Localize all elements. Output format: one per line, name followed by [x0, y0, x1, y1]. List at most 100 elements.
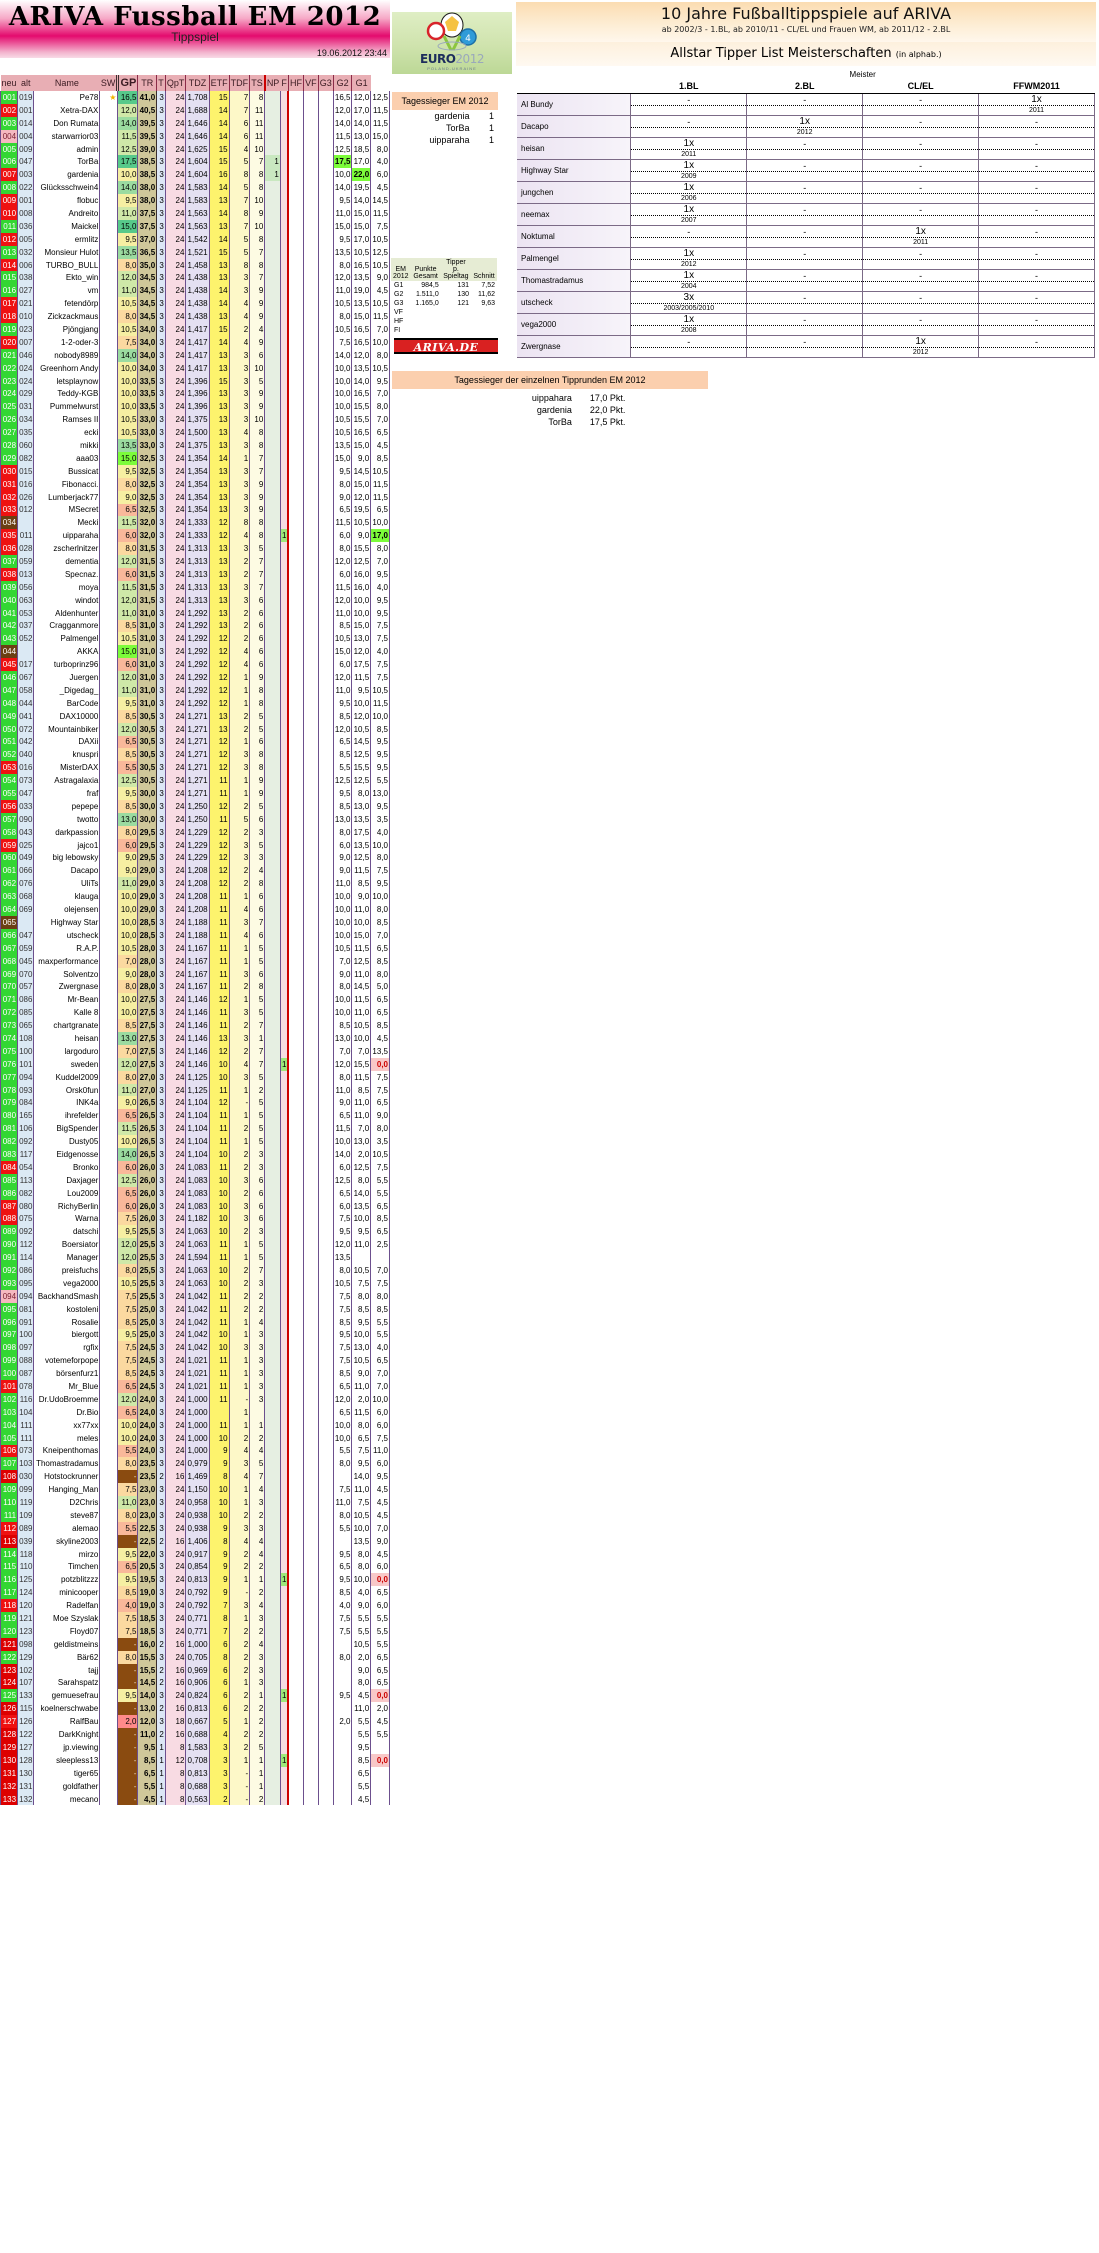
table-row[interactable]: 124 107 Sarahspatz -14,5 2 16 0,906 6 1 3 8,0 6,5 — [0, 1676, 390, 1690]
table-row[interactable]: 087 080 RichyBerlin 6,0 26,0 3 24 1,083 10 3 6 6,0 1… — [0, 1199, 390, 1213]
table-row[interactable]: 033 012 MSecret 6,5 32,5 3 24 1,354 13 3 9 6,5 19,5 6… — [0, 503, 390, 517]
table-row[interactable]: 115 110 Timchen 6,5 20,5 3 24 0,854 9 2 2 6,5 8,0 6,0 — [0, 1560, 390, 1574]
table-row[interactable]: 073 065 chartgranate 8,5 27,5 3 24 1,146 11 2 7 8,5… — [0, 1019, 390, 1033]
col-header-ts[interactable]: TS — [249, 75, 265, 91]
table-row[interactable]: 078 093 Orsk0fun 11,0 27,0 3 24 1,125 11 1 2 11,0 8,… — [0, 1083, 390, 1097]
table-row[interactable]: 128 122 DarkKnight -11,0 2 16 0,688 4 2 2 5,5 5,5 — [0, 1728, 390, 1741]
table-row[interactable]: 065 Highway Star 10,0 28,5 3 24 1,188 11 3 7 10,0 1… — [0, 916, 390, 929]
table-row[interactable]: 120 123 Floyd07 7,5 18,5 3 24 0,771 7 2 2 7,5 5,5 5,5 — [0, 1624, 390, 1638]
table-row[interactable]: 048 044 BarCode 9,5 31,0 3 24 1,292 12 1 8 9,5 10,0 1… — [0, 696, 390, 710]
table-row[interactable]: 113 039 skyline2003-22,5 2 16 1,406 8 4 4 13,5 9,0 — [0, 1534, 390, 1548]
table-row[interactable]: 059 025 jajco1 6,0 29,5 3 24 1,229 12 3 5 6,0 13,5 10… — [0, 838, 390, 852]
table-row[interactable]: 055 047 fraf 9,5 30,0 3 24 1,271 11 1 9 9,5 8,0 13,0 — [0, 787, 390, 800]
table-row[interactable]: 100 087 börsenfurz1 8,5 24,5 3 24 1,021 11 1 3 8,5 9… — [0, 1367, 390, 1381]
table-row[interactable]: 091 114 Manager 12,0 25,5 3 24 1,594 11 1 5 13,5 — [0, 1251, 390, 1265]
table-row[interactable]: 122 129 Bär62 8,0 15,5 3 24 0,705 8 2 3 8,0 2,0 6,5 — [0, 1650, 390, 1664]
table-row[interactable]: 081 106 BigSpender 11,5 26,5 3 24 1,104 11 2 5 11,5… — [0, 1122, 390, 1136]
table-row[interactable]: 092 086 preisfuchs 8,0 25,5 3 24 1,063 10 2 7 8,0 10… — [0, 1264, 390, 1277]
table-row[interactable]: 088 075 Warna 7,5 26,0 3 24 1,182 10 3 6 7,5 10,0 8,5 — [0, 1212, 390, 1226]
table-row[interactable]: 110 119 D2Chris 11,0 23,0 3 24 0,958 10 1 3 11,0 7,5… — [0, 1496, 390, 1509]
col-header-f[interactable]: F — [280, 75, 289, 91]
table-row[interactable]: 041 053 Aldenhunter 11,0 31,0 3 24 1,292 13 2 6 11,… — [0, 606, 390, 620]
col-header-t[interactable]: T — [156, 75, 166, 91]
table-row[interactable]: 072 085 Kalle 8 10,0 27,5 3 24 1,146 11 3 5 10,0 11,… — [0, 1006, 390, 1020]
table-row[interactable]: 094 094 BackhandSmash 7,5 25,5 3 24 1,042 11 2 2 7,… — [0, 1289, 390, 1303]
table-row[interactable]: 067 059 R.A.P. 10,5 28,0 3 24 1,167 11 1 5 10,5 11,5… — [0, 941, 390, 955]
table-row[interactable]: 060 049 big lebowsky 9,0 29,5 3 24 1,229 12 3 3 9,0… — [0, 851, 390, 865]
table-row[interactable]: 099 088 votemeforpope 7,5 24,5 3 24 1,021 11 1 3 7,… — [0, 1354, 390, 1368]
table-row[interactable]: 061 066 Dacapo 9,0 29,0 3 24 1,208 12 2 4 9,0 11,5 7,… — [0, 864, 390, 878]
table-row[interactable]: 054 073 Astragalaxia 12,5 30,5 3 24 1,271 11 1 9 12… — [0, 774, 390, 788]
table-row[interactable]: 129 127 jp.viewing -9,5 1 8 1,583 3 2 5 9,5 — [0, 1741, 390, 1754]
col-header-etf[interactable]: ETF — [208, 75, 230, 91]
table-row[interactable]: 010 008 Andreito 11,0 37,5 3 24 1,563 14 8 9 11,0 15… — [0, 207, 390, 220]
col-header-g3[interactable]: G3 — [317, 75, 334, 91]
table-row[interactable]: 131 130 tiger65-6,5 1 8 0,813 3-1 6,5 — [0, 1766, 390, 1780]
table-row[interactable]: 017 021 fetendörp 10,5 34,5 3 24 1,438 14 4 9 10,5 1… — [0, 297, 390, 311]
col-header-neu[interactable]: neu — [0, 75, 18, 91]
table-row[interactable]: 108 030 Hotstockrunner -23,5 2 16 1,469 8 4 7 14,0… — [0, 1470, 390, 1484]
table-row[interactable]: 002 001 Xetra-DAX 12,0 40,5 3 24 1,688 14 7 11 12,0… — [0, 103, 390, 117]
table-row[interactable]: 052 040 knuspri 8,5 30,5 3 24 1,271 12 3 8 8,5 12,5 9… — [0, 748, 390, 762]
table-row[interactable]: 063 068 klauga 10,0 29,0 3 24 1,208 11 1 6 10,0 9,0 1… — [0, 890, 390, 904]
table-row[interactable]: 015 038 Ekto_win 12,0 34,5 3 24 1,438 13 3 7 12,0 13… — [0, 271, 390, 285]
table-row[interactable]: 004 004 starwarrior03 11,5 39,5 3 24 1,646 14 6 11… — [0, 129, 390, 143]
table-row[interactable]: 084 054 Bronko 6,0 26,0 3 24 1,083 11 2 3 6,0 12,5 7,… — [0, 1160, 390, 1174]
table-row[interactable]: 013 032 Monsieur Hulot 13,5 36,5 3 24 1,521 15 5 7… — [0, 245, 390, 259]
table-row[interactable]: 090 112 Boersiator 12,0 25,5 3 24 1,063 11 1 5 12,0… — [0, 1238, 390, 1252]
table-row[interactable]: 047 058 _Digedag_ 11,0 31,0 3 24 1,292 12 1 8 11,0 9… — [0, 683, 390, 697]
table-row[interactable]: 071 086 Mr-Bean 10,0 27,5 3 24 1,146 12 1 5 10,0 11,… — [0, 993, 390, 1007]
table-row[interactable]: 057 090 twotto 13,0 30,0 3 24 1,250 11 5 6 13,0 13,5… — [0, 812, 390, 826]
table-row[interactable]: 024 029 Teddy-KGB 10,0 33,5 3 24 1,396 13 3 9 10,0 1… — [0, 387, 390, 401]
table-row[interactable]: 025 031 Pummelwurst 10,0 33,5 3 24 1,396 13 3 9 10,… — [0, 400, 390, 414]
table-row[interactable]: 026 034 Ramses II 10,5 33,0 3 24 1,375 13 3 10 10,5… — [0, 413, 390, 427]
table-row[interactable]: 023 024 letsplaynow 10,0 33,5 3 24 1,396 15 3 5 10,… — [0, 374, 390, 388]
table-row[interactable]: 028 060 mikki 13,5 33,0 3 24 1,375 13 3 8 13,5 15,0 4… — [0, 439, 390, 452]
table-row[interactable]: 069 070 Solventzo 9,0 28,0 3 24 1,167 11 3 6 9,0 11,… — [0, 967, 390, 981]
table-row[interactable]: 082 092 Dusty05 10,0 26,5 3 24 1,104 11 1 5 10,0 13,… — [0, 1135, 390, 1149]
table-row[interactable]: 127 126 RalfBau 2,0 12,0 3 18 0,667 5 1 2 2,0 5,5 4,5 — [0, 1715, 390, 1729]
table-row[interactable]: 031 016 Fibonacci. 8,0 32,5 3 24 1,354 13 3 9 8,0 15… — [0, 477, 390, 491]
col-header-gp[interactable]: GP — [116, 75, 138, 91]
table-row[interactable]: 039 056 moya 11,5 31,5 3 24 1,313 13 3 7 11,5 16,0 4,… — [0, 580, 390, 594]
table-row[interactable]: 022 024 Greenhorn Andy 10,0 34,0 3 24 1,417 13 3 1… — [0, 361, 390, 375]
table-row[interactable]: 018 010 Zickzackmaus 8,0 34,5 3 24 1,438 13 4 9 8,0… — [0, 310, 390, 324]
table-row[interactable]: 009 001 flobuc 9,5 38,0 3 24 1,583 13 7 10 9,5 14,0 1… — [0, 194, 390, 208]
table-row[interactable]: 019 023 Pjöngjang 10,5 34,0 3 24 1,417 15 2 4 10,5 1… — [0, 323, 390, 336]
table-row[interactable]: 077 094 Kuddel2009 8,0 27,0 3 24 1,125 10 3 5 8,0 11… — [0, 1070, 390, 1084]
table-row[interactable]: 116 125 potzblitzzz 9,5 19,5 3 24 0,813 9 1 1 1 9,5 1… — [0, 1573, 390, 1587]
table-row[interactable]: 027 035 ecki 10,5 33,0 3 24 1,500 13 4 8 10,5 16,5 6,… — [0, 426, 390, 440]
table-row[interactable]: 112 089 alemao 5,5 22,5 3 24 0,938 9 3 3 5,5 10,0 7,0 — [0, 1521, 390, 1535]
col-header-hf[interactable]: HF — [287, 75, 304, 91]
table-row[interactable]: 045 017 turboprinz96 6,0 31,0 3 24 1,292 12 4 6 6,0… — [0, 658, 390, 672]
table-row[interactable]: 007 003 gardenia 10,0 38,5 3 24 1,604 16 8 8 1 10,0 2… — [0, 168, 390, 182]
table-row[interactable]: 093 095 vega2000 10,5 25,5 3 24 1,063 10 2 3 10,5 7,… — [0, 1276, 390, 1290]
col-header-np[interactable]: NP — [263, 75, 281, 91]
table-row[interactable]: 020 007 1-2-oder-3 7,5 34,0 3 24 1,417 14 4 9 7,5 16… — [0, 335, 390, 349]
table-row[interactable]: 080 165 ihrefelder 6,5 26,5 3 24 1,104 11 1 5 6,5 11… — [0, 1109, 390, 1123]
table-row[interactable]: 005 009 admin 12,5 39,0 3 24 1,625 15 4 10 12,5 18,5… — [0, 142, 390, 156]
table-row[interactable]: 079 084 INK4a 9,0 26,5 3 24 1,104 12-5 9,0 11,0 6,5 — [0, 1096, 390, 1110]
col-header-alt[interactable]: alt — [17, 75, 34, 91]
table-row[interactable]: 105 111 meles 10,0 24,0 3 24 1,000 10 2 2 10,0 6,5 7,… — [0, 1431, 390, 1445]
table-row[interactable]: 053 016 MisterDAX 5,5 30,5 3 24 1,271 12 3 8 5,5 15,… — [0, 761, 390, 775]
table-row[interactable]: 042 037 Cragganmore 8,5 31,0 3 24 1,292 13 2 6 8,5 1… — [0, 619, 390, 633]
col-header-sw[interactable]: SW — [99, 75, 118, 91]
table-row[interactable]: 083 117 Eidgenosse 14,0 26,5 3 24 1,104 10 2 3 14,0… — [0, 1148, 390, 1161]
table-row[interactable]: 130 128 sleepless13-8,5 1 12 0,708 3 1 1 1 8,5 0,0 — [0, 1753, 390, 1767]
col-header-vf[interactable]: VF — [303, 75, 319, 91]
table-row[interactable]: 030 015 Bussicat 9,5 32,5 3 24 1,354 13 3 7 9,5 14,5… — [0, 464, 390, 478]
table-row[interactable]: 044 AKKA 15,0 31,0 3 24 1,292 12 4 6 15,0 12,0 4,0 — [0, 645, 390, 659]
table-row[interactable]: 036 028 zscherlnitzer 8,0 31,5 3 24 1,313 13 3 5 8,… — [0, 542, 390, 556]
table-row[interactable]: 021 046 nobody8989 14,0 34,0 3 24 1,417 13 3 6 14,0… — [0, 348, 390, 362]
table-row[interactable]: 076 101 sweden 12,0 27,5 3 24 1,146 10 4 7 1 12,0 15,… — [0, 1057, 390, 1071]
table-row[interactable]: 123 102 tajj -15,5 2 16 0,969 6 2 3 9,0 6,5 — [0, 1663, 390, 1677]
table-row[interactable]: 014 006 TURBO_BULL 8,0 35,0 3 24 1,458 13 8 8 8,0 16… — [0, 258, 390, 272]
table-row[interactable]: 068 045 maxperformance 7,0 28,0 3 24 1,167 11 1 5 7… — [0, 954, 390, 968]
table-row[interactable]: 038 013 Specnaz. 6,0 31,5 3 24 1,313 13 2 7 6,0 16,0… — [0, 567, 390, 581]
table-row[interactable]: 096 091 Rosalie 8,5 25,0 3 24 1,042 11 1 4 8,5 9,5 5,… — [0, 1315, 390, 1329]
table-row[interactable]: 070 057 Zwergnase 8,0 28,0 3 24 1,167 11 2 8 8,0 14,… — [0, 980, 390, 994]
table-row[interactable]: 003 014 Don Rumata 14,0 39,5 3 24 1,646 14 6 11 14,… — [0, 116, 390, 130]
table-row[interactable]: 117 124 minicooper 8,5 19,0 3 24 0,792 9-2 8,5 4,0… — [0, 1586, 390, 1600]
table-row[interactable]: 066 047 utscheck 10,0 28,5 3 24 1,188 11 4 6 10,0 15… — [0, 928, 390, 942]
